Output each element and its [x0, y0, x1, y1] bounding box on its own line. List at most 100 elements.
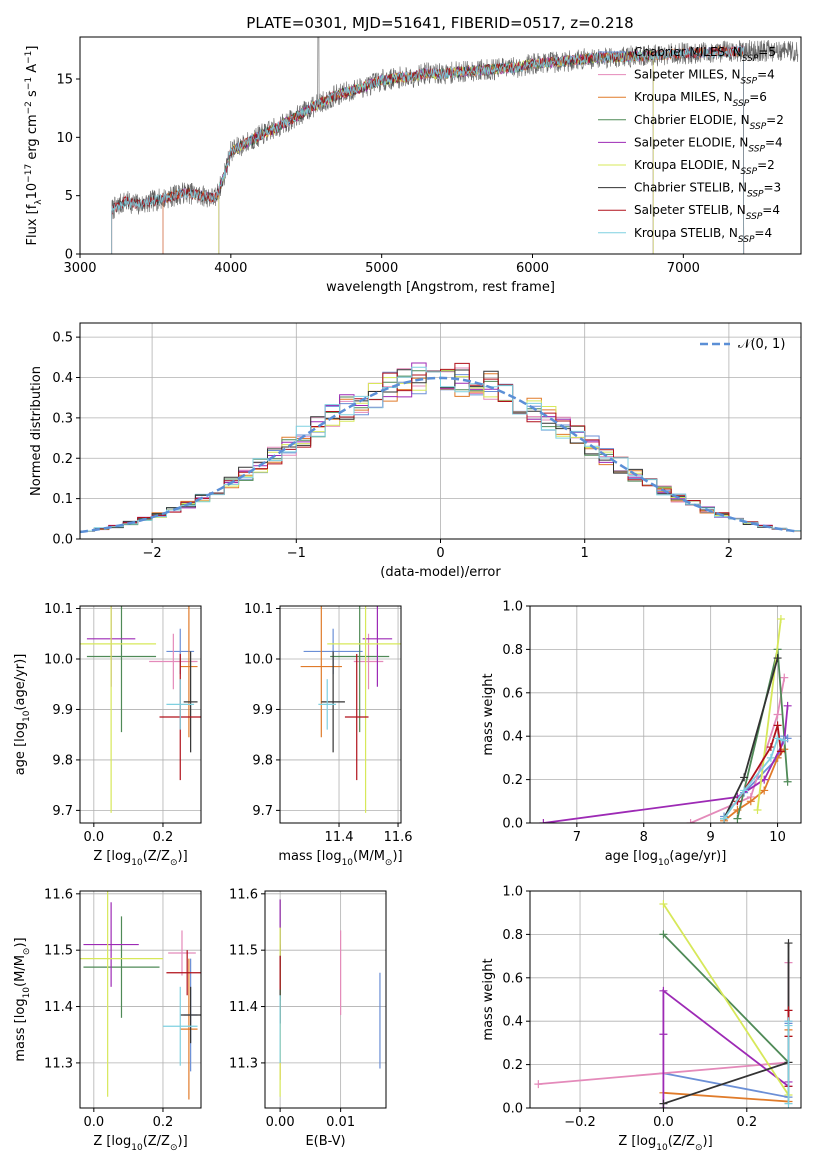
marker — [780, 673, 789, 682]
errorbar-point-salpeter-miles — [353, 633, 384, 690]
y-axis-label: Flux [fλ10−17 erg cm−2 s−1 A−1] — [24, 46, 44, 246]
y-tick-label: 10.0 — [44, 652, 73, 667]
x-axis-label: E(B-V) — [305, 1134, 345, 1149]
y-tick-label: 9.7 — [252, 804, 273, 819]
age-vs-metallicity-panel: 0.0 0.2 9.7 9.8 9.9 10.0 10.1 Z [log10(Z/Z⊙)] ag… — [13, 602, 202, 868]
x-tick-label: 3000 — [63, 261, 96, 276]
y-tick-label: 0.2 — [52, 452, 73, 467]
x-tick-label: 11.4 — [325, 830, 354, 845]
y-tick-label: 0.6 — [502, 686, 523, 701]
plot-area — [111, 37, 799, 254]
normal-curve — [80, 376, 799, 534]
model-spectrum-kroupa-stelib — [111, 45, 745, 254]
errorbar-point-chabrier-stelib — [321, 651, 345, 753]
x-tick-label: −0.2 — [564, 1115, 596, 1130]
y-tick-label: 0 — [65, 248, 73, 263]
x-tick-label: 1 — [581, 546, 589, 561]
y-tick-label: 0.8 — [502, 928, 523, 943]
marker — [766, 753, 775, 762]
mass-weight-series-chabrier-elodie — [733, 645, 792, 823]
mass-weight-series-chabrier-miles — [659, 1017, 793, 1102]
y-tick-label: 11.3 — [229, 1056, 258, 1071]
y-tick-label: 9.8 — [52, 753, 73, 768]
y-tick-label: 0.4 — [52, 371, 73, 386]
spectrum-panel: 3000 4000 5000 6000 7000 0 5 10 15 wavelength [An… — [24, 36, 802, 295]
marker — [773, 710, 782, 719]
x-axis-label: Z [log10(Z/Z⊙)] — [618, 1134, 712, 1153]
x-axis-label: Z [log10(Z/Z⊙)] — [93, 849, 187, 868]
axes-frame — [79, 890, 202, 1109]
x-axis-label: Z [log10(Z/Z⊙)] — [93, 1134, 187, 1153]
y-tick-label: 0.0 — [502, 1102, 523, 1117]
marker — [753, 805, 762, 814]
x-tick-label: 10 — [769, 830, 786, 845]
axes-frame — [529, 890, 802, 1109]
y-tick-label: 9.9 — [52, 703, 73, 718]
errorbar-point-salpeter-elodie — [362, 606, 393, 687]
marker — [720, 814, 729, 823]
errorbar-point-kroupa-miles — [300, 606, 342, 738]
y-tick-label: 0.2 — [502, 773, 523, 788]
errorbar-point-salpeter-stelib — [166, 950, 201, 996]
x-tick-label: 0.00 — [266, 1115, 295, 1130]
mass-vs-metallicity-panel: 0.0 0.2 11.3 11.4 11.5 11.6 Z [log10(Z/Z⊙)] mas… — [13, 887, 202, 1153]
axes-frame — [529, 605, 802, 824]
marker — [773, 721, 782, 730]
legend-entry: Chabrier ELODIE, NSSP=2 — [634, 113, 784, 132]
y-axis-label: mass weight — [481, 958, 496, 1040]
massweight-vs-age-panel: 7 8 9 10 0.0 0.2 0.4 0.6 0.8 1.0 age [log10(age/yr… — [481, 600, 802, 868]
x-tick-label: 7 — [573, 830, 581, 845]
y-tick-label: 11.6 — [44, 887, 73, 902]
x-tick-label: 9 — [707, 830, 715, 845]
errorbar-point-kroupa-elodie — [327, 606, 401, 813]
legend-entry: Kroupa STELIB, NSSP=4 — [634, 226, 772, 245]
plot-area — [80, 362, 801, 534]
residuals-panel: −2 −1 0 1 2 0.0 0.1 0.2 0.3 0.4 0.5 (data-model)/er… — [29, 322, 802, 580]
x-tick-label: 5000 — [365, 261, 398, 276]
x-axis-label: (data-model)/error — [380, 565, 501, 580]
y-axis-label: mass [log10(M/M⊙)] — [13, 937, 32, 1061]
legend-entry: Chabrier STELIB, NSSP=3 — [634, 181, 781, 200]
marker — [783, 777, 792, 786]
mass-weight-series-kroupa-miles — [720, 745, 789, 823]
legend-entry: Salpeter MILES, NSSP=4 — [634, 68, 775, 87]
y-tick-label: 0.4 — [502, 1015, 523, 1030]
y-tick-label: 0.3 — [52, 411, 73, 426]
x-tick-label: 8 — [640, 830, 648, 845]
marker — [776, 615, 785, 624]
y-tick-label: 0.0 — [52, 533, 73, 548]
legend-entry: 𝒩(0, 1) — [738, 337, 785, 352]
marker — [746, 797, 755, 806]
marker — [733, 814, 742, 823]
x-tick-label: 0.2 — [153, 1115, 174, 1130]
y-tick-label: 0.1 — [52, 492, 73, 507]
legend-entry: Kroupa MILES, NSSP=6 — [634, 90, 767, 109]
marker — [659, 930, 668, 939]
y-tick-label: 9.8 — [252, 753, 273, 768]
plot-area — [80, 891, 201, 1100]
x-tick-label: 7000 — [667, 261, 700, 276]
y-tick-label: 9.9 — [252, 703, 273, 718]
marker — [784, 1006, 793, 1015]
marker — [776, 747, 785, 756]
marker — [766, 743, 775, 752]
x-tick-label: 0.0 — [83, 1115, 104, 1130]
x-tick-label: 0.2 — [736, 1115, 757, 1130]
y-tick-label: 10.1 — [244, 602, 273, 617]
marker — [784, 1099, 793, 1108]
marker — [783, 701, 792, 710]
y-tick-label: 10 — [56, 131, 73, 146]
legend-entry: Salpeter ELODIE, NSSP=4 — [634, 135, 783, 154]
marker — [773, 734, 782, 743]
marker — [740, 786, 749, 795]
marker — [659, 986, 668, 995]
errorbar-point-salpeter-elodie — [83, 902, 139, 987]
legend-entry: Kroupa ELODIE, NSSP=2 — [634, 158, 775, 177]
errorbar-point-salpeter-stelib — [344, 653, 369, 781]
model-spectrum-chabrier-elodie — [218, 50, 654, 254]
marker — [659, 1099, 668, 1108]
x-tick-label: 0.0 — [83, 830, 104, 845]
legend-entry: Salpeter STELIB, NSSP=4 — [634, 203, 780, 222]
plot-area — [539, 615, 792, 823]
